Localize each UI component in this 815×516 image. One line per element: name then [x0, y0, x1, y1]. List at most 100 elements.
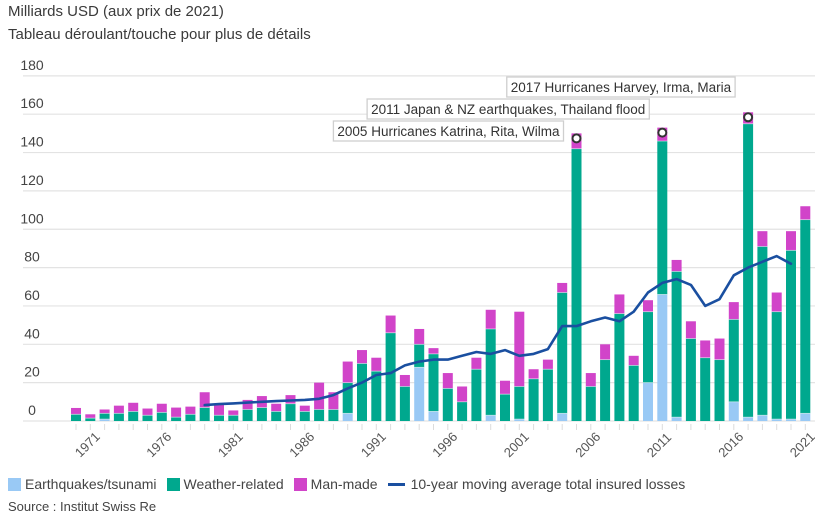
bar-segment-weather-related: [199, 407, 210, 421]
bar-segment-earthquakes-tsunami: [414, 367, 425, 421]
legend-label: Man-made: [310, 476, 378, 492]
annotation-marker: [657, 127, 668, 138]
bar-segment-weather-related: [643, 311, 653, 383]
bar-segment-man-made: [214, 403, 224, 416]
annotation-marker: [571, 133, 582, 144]
bar-segment-man-made: [385, 315, 396, 333]
bar-segment-earthquakes-tsunami: [771, 419, 782, 421]
bar-segment-man-made: [557, 282, 568, 293]
bar-segment-man-made: [99, 409, 110, 414]
legend-item-weather[interactable]: Weather-related: [166, 476, 284, 492]
bar-segment-weather-related: [714, 359, 725, 421]
bar-segment-man-made: [85, 414, 96, 419]
bar-segment-man-made: [228, 410, 239, 416]
bar-segment-weather-related: [771, 311, 782, 420]
bar-segment-man-made: [500, 380, 510, 395]
bar-segment-weather-related: [156, 412, 167, 421]
bar-segment-earthquakes-tsunami: [743, 417, 754, 421]
bar-segment-weather-related: [585, 386, 596, 421]
bar-segment-man-made: [757, 231, 768, 247]
legend-swatch-earthquakes: [8, 477, 21, 491]
bar-segment-weather-related: [557, 292, 568, 414]
bar-segment-man-made: [714, 338, 725, 360]
x-tick-label: 1971: [72, 429, 103, 460]
bar-segment-man-made: [600, 344, 611, 360]
bar-segment-weather-related: [113, 413, 124, 421]
bar-segment-weather-related: [185, 414, 196, 421]
bar-segment-weather-related: [800, 219, 811, 414]
annotation-text: 2017 Hurricanes Harvey, Irma, Maria: [511, 80, 732, 95]
bar-segment-man-made: [371, 357, 382, 372]
bars: [71, 112, 811, 421]
y-tick-label: 60: [24, 287, 40, 303]
y-tick-label: 140: [20, 134, 44, 150]
x-tick-label: 2006: [572, 429, 603, 460]
bar-segment-man-made: [71, 407, 81, 415]
bar-segment-man-made: [614, 294, 625, 314]
bar-segment-man-made: [342, 361, 353, 383]
annotation-text: 2005 Hurricanes Katrina, Rita, Wilma: [337, 124, 560, 139]
annotation-marker: [743, 112, 754, 123]
bar-segment-weather-related: [628, 365, 639, 421]
bar-segment-weather-related: [542, 369, 553, 421]
bar-segment-weather-related: [414, 344, 425, 368]
bar-segment-man-made: [357, 350, 367, 364]
bar-segment-earthquakes-tsunami: [514, 419, 525, 421]
y-axis: 0 20 40 60 80 100 120 140 160 180: [20, 57, 44, 418]
bar-segment-man-made: [199, 392, 210, 408]
legend-label: 10-year moving average total insured los…: [410, 476, 686, 492]
x-axis: 1971 1976 1981 1986 1991 1996 2001 2006 2011 2016…: [72, 424, 815, 460]
bar-segment-earthquakes-tsunami: [342, 413, 353, 421]
moving-average-line: [203, 254, 793, 407]
bar-segment-weather-related: [71, 414, 81, 421]
y-tick-label: 120: [20, 172, 44, 188]
x-tick-label: 1991: [358, 429, 389, 460]
bar-segment-man-made: [800, 206, 811, 220]
bar-segment-man-made: [442, 373, 453, 389]
bar-segment-weather-related: [214, 415, 224, 421]
bar-segment-man-made: [700, 340, 711, 358]
legend-item-moving-average[interactable]: 10-year moving average total insured los…: [387, 476, 686, 492]
legend-swatch-man-made: [293, 477, 307, 491]
bar-segment-man-made: [728, 302, 739, 320]
bar-segment-earthquakes-tsunami: [786, 419, 796, 421]
legend-label: Earthquakes/tsunami: [25, 476, 157, 492]
bar-segment-weather-related: [99, 413, 110, 420]
bar-segment-weather-related: [271, 411, 282, 421]
bar-segment-weather-related: [399, 386, 410, 421]
bar-segment-earthquakes-tsunami: [800, 413, 811, 421]
bar-segment-man-made: [171, 407, 182, 418]
bar-segment-man-made: [271, 403, 282, 412]
bar-segment-man-made: [471, 357, 482, 370]
y-tick-label: 80: [24, 249, 40, 265]
legend-swatch-weather: [166, 477, 180, 491]
legend-swatch-moving-average: [387, 482, 405, 486]
legend-item-earthquakes[interactable]: Earthquakes/tsunami: [8, 476, 157, 492]
bar-segment-man-made: [314, 382, 325, 410]
bar-segment-man-made: [685, 321, 696, 339]
bar-segment-man-made: [156, 403, 167, 413]
bar-segment-weather-related: [671, 271, 682, 418]
bar-segment-weather-related: [285, 403, 296, 421]
y-tick-label: 100: [20, 210, 44, 226]
y-tick-label: 40: [24, 325, 40, 341]
annotation-label: 2011 Japan & NZ earthquakes, Thailand fl…: [366, 98, 650, 120]
y-tick-label: 0: [28, 402, 36, 418]
bar-segment-earthquakes-tsunami: [757, 415, 768, 421]
bar-segment-weather-related: [700, 357, 711, 421]
legend-item-man-made[interactable]: Man-made: [293, 476, 378, 492]
x-tick-label: 2001: [501, 429, 532, 460]
bar-segment-weather-related: [786, 250, 796, 420]
bar-segment-weather-related: [571, 148, 582, 421]
bar-segment-weather-related: [228, 415, 239, 421]
bar-segment-man-made: [242, 399, 253, 410]
x-tick-label: 1996: [429, 429, 460, 460]
bar-segment-earthquakes-tsunami: [657, 294, 668, 421]
bar-segment-weather-related: [428, 353, 439, 412]
bar-segment-weather-related: [385, 332, 396, 421]
bar-segment-weather-related: [171, 417, 182, 421]
interaction-hint: Tableau déroulant/touche pour plus de dé…: [8, 26, 311, 43]
bar-segment-man-made: [528, 369, 539, 379]
bar-segment-weather-related: [500, 394, 510, 421]
bar-segment-man-made: [128, 402, 139, 412]
